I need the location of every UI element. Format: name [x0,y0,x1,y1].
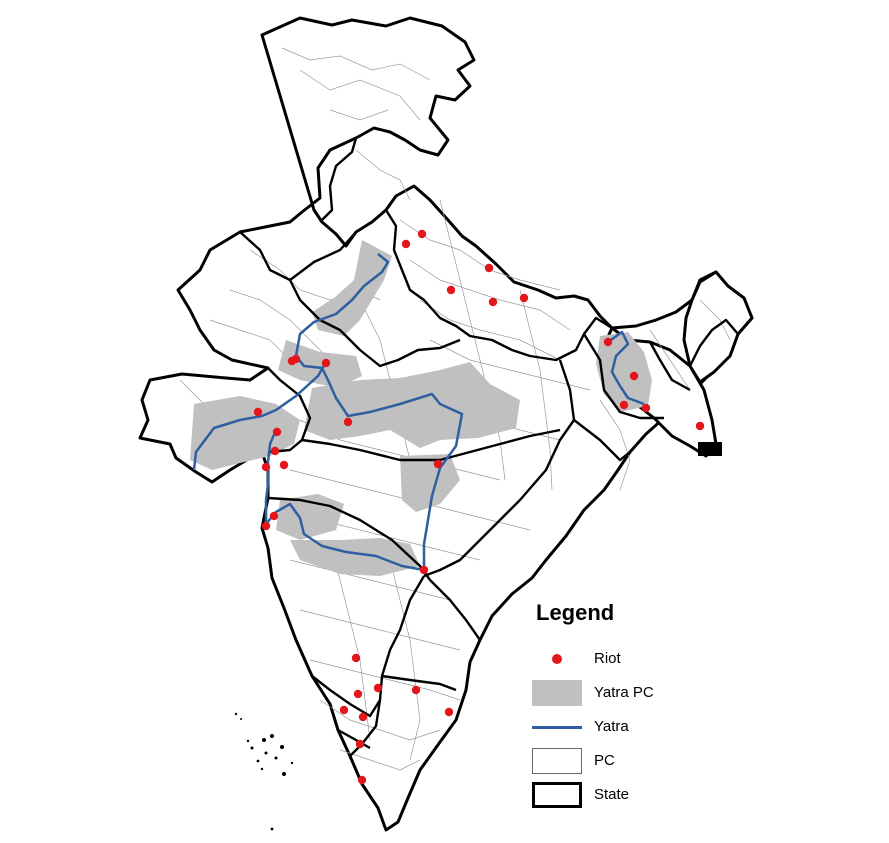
riot-marker [629,371,639,381]
riot-marker [419,565,429,575]
riot-marker [287,356,297,366]
islands [234,712,294,831]
riot-marker [446,285,456,295]
riot-marker [401,239,411,249]
legend-item-yatra-pc: Yatra PC [528,680,728,710]
riot-marker [358,712,368,722]
riot-marker [373,683,383,693]
riot-marker [343,417,353,427]
legend-label-state: State [594,786,630,803]
riot-marker [353,689,363,699]
legend-item-yatra: Yatra [528,714,728,744]
riot-marker [603,337,613,347]
riot-marker [321,358,331,368]
riot-marker [411,685,421,695]
riot-marker [433,459,443,469]
riot-marker [355,739,365,749]
yatra-route-coast [264,429,278,524]
legend: Legend Riot Yatra PC Yatra PC State [528,600,728,830]
riot-marker [253,407,263,417]
bangladesh-hatch [698,442,722,456]
legend-label-yatra-pc: Yatra PC [594,684,654,701]
riot-marker [619,400,629,410]
riot-marker [488,297,498,307]
riot-marker [351,653,361,663]
legend-label-riot: Riot [594,650,621,667]
riot-marker [484,263,494,273]
legend-title: Legend [536,600,615,625]
riot-marker [261,521,271,531]
yatra-route-north [294,253,464,570]
pc-swatch-icon [532,748,582,774]
riot-dot-icon [532,646,582,672]
legend-label-yatra: Yatra [594,718,629,735]
legend-item-pc: PC [528,748,728,778]
riot-marker [269,511,279,521]
riot-marker [417,229,427,239]
yatra-route-east [607,330,645,406]
riot-marker [339,705,349,715]
yatra-routes [192,253,645,572]
riot-marker [519,293,529,303]
riot-marker [357,775,367,785]
state-swatch-icon [532,782,582,808]
yatra-route-south [265,502,425,572]
legend-item-riot: Riot [528,646,728,676]
riot-marker [641,403,651,413]
riot-marker [444,707,454,717]
legend-label-pc: PC [594,752,615,769]
yatra-route-west [192,361,328,471]
legend-item-state: State [528,782,728,812]
yatra-line-icon [532,714,582,740]
riot-marker [270,446,280,456]
riot-marker [279,460,289,470]
riot-marker [272,427,282,437]
riot-markers [253,229,705,785]
riot-marker [261,462,271,472]
riot-marker [695,421,705,431]
state-borders [239,137,739,757]
yatra-pc-swatch-icon [532,680,582,706]
